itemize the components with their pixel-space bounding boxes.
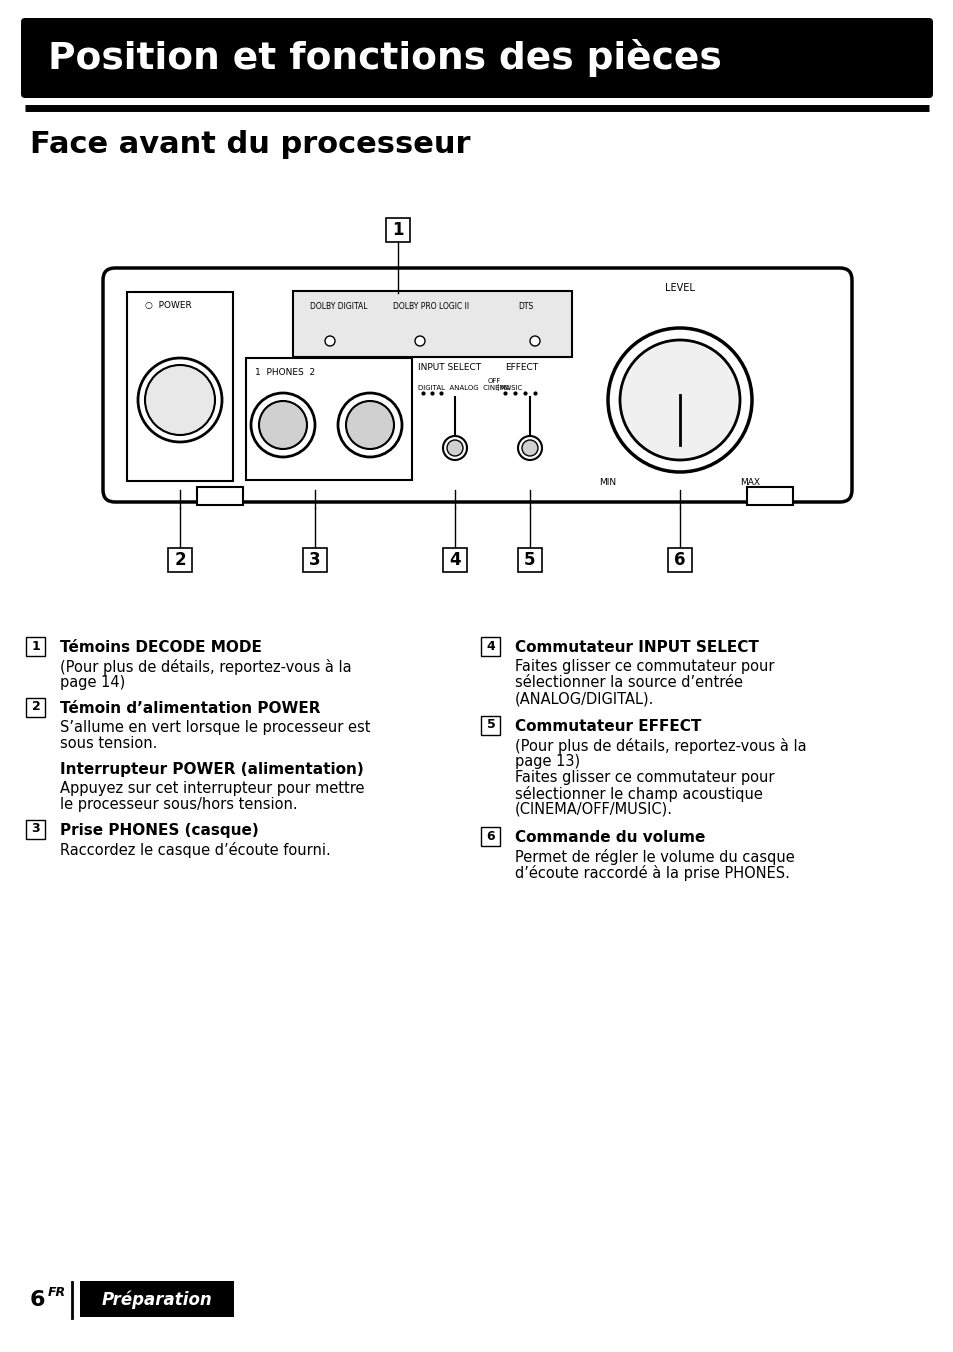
Text: Raccordez le casque d’écoute fourni.: Raccordez le casque d’écoute fourni.	[60, 842, 331, 859]
FancyBboxPatch shape	[27, 819, 46, 838]
FancyBboxPatch shape	[442, 548, 467, 572]
Text: 1  PHONES  2: 1 PHONES 2	[254, 368, 314, 377]
Text: (Pour plus de détails, reportez-vous à la: (Pour plus de détails, reportez-vous à l…	[515, 738, 806, 754]
Circle shape	[607, 329, 751, 472]
Circle shape	[517, 435, 541, 460]
Text: Commutateur EFFECT: Commutateur EFFECT	[515, 719, 700, 734]
Text: DIGITAL  ANALOG  CINEMA: DIGITAL ANALOG CINEMA	[417, 385, 510, 391]
FancyBboxPatch shape	[168, 548, 192, 572]
Text: FR: FR	[48, 1287, 66, 1299]
Text: OFF: OFF	[488, 379, 501, 384]
FancyBboxPatch shape	[127, 292, 233, 481]
Text: (ANALOG/DIGITAL).: (ANALOG/DIGITAL).	[515, 691, 654, 706]
Text: ○  POWER: ○ POWER	[145, 301, 192, 310]
Text: 5: 5	[524, 552, 536, 569]
Circle shape	[415, 337, 424, 346]
Circle shape	[619, 339, 740, 460]
Text: 6: 6	[674, 552, 685, 569]
FancyBboxPatch shape	[21, 18, 932, 97]
Text: sélectionner le champ acoustique: sélectionner le champ acoustique	[515, 786, 762, 802]
Text: (Pour plus de détails, reportez-vous à la: (Pour plus de détails, reportez-vous à l…	[60, 658, 352, 675]
FancyBboxPatch shape	[80, 1280, 233, 1317]
Text: Préparation: Préparation	[102, 1291, 213, 1309]
FancyBboxPatch shape	[303, 548, 327, 572]
Text: 3: 3	[309, 552, 320, 569]
Text: MAX: MAX	[740, 479, 760, 487]
Circle shape	[346, 402, 394, 449]
Circle shape	[325, 337, 335, 346]
Circle shape	[530, 337, 539, 346]
Text: DTS: DTS	[517, 301, 533, 311]
Text: page 13): page 13)	[515, 754, 579, 769]
Text: Permet de régler le volume du casque: Permet de régler le volume du casque	[515, 849, 794, 865]
Text: S’allume en vert lorsque le processeur est: S’allume en vert lorsque le processeur e…	[60, 721, 370, 735]
Circle shape	[258, 402, 307, 449]
Text: MIN: MIN	[598, 479, 616, 487]
FancyBboxPatch shape	[481, 826, 500, 845]
FancyBboxPatch shape	[746, 487, 792, 506]
Text: le processeur sous/hors tension.: le processeur sous/hors tension.	[60, 796, 297, 813]
Text: Témoins DECODE MODE: Témoins DECODE MODE	[60, 639, 262, 654]
Text: 6: 6	[30, 1290, 46, 1310]
Text: page 14): page 14)	[60, 675, 125, 690]
Text: DOLBY DIGITAL: DOLBY DIGITAL	[310, 301, 367, 311]
Text: (CINEMA/OFF/MUSIC).: (CINEMA/OFF/MUSIC).	[515, 802, 672, 817]
Text: LEVEL: LEVEL	[664, 283, 694, 293]
Text: |: |	[496, 384, 497, 391]
Text: sous tension.: sous tension.	[60, 735, 157, 750]
Text: d’écoute raccordé à la prise PHONES.: d’écoute raccordé à la prise PHONES.	[515, 865, 789, 882]
Text: sélectionner la source d’entrée: sélectionner la source d’entrée	[515, 675, 742, 690]
Text: Faites glisser ce commutateur pour: Faites glisser ce commutateur pour	[515, 658, 774, 675]
FancyBboxPatch shape	[293, 291, 572, 357]
Text: INPUT SELECT: INPUT SELECT	[417, 362, 480, 372]
Text: Interrupteur POWER (alimentation): Interrupteur POWER (alimentation)	[60, 763, 363, 777]
Text: Position et fonctions des pièces: Position et fonctions des pièces	[48, 39, 721, 77]
Text: Faites glisser ce commutateur pour: Faites glisser ce commutateur pour	[515, 771, 774, 786]
Text: Face avant du processeur: Face avant du processeur	[30, 130, 470, 160]
Circle shape	[521, 439, 537, 456]
Circle shape	[138, 358, 222, 442]
Circle shape	[337, 393, 401, 457]
Text: MUSIC: MUSIC	[499, 385, 521, 391]
Circle shape	[251, 393, 314, 457]
Text: EFFECT: EFFECT	[504, 362, 537, 372]
Text: DOLBY PRO LOGIC II: DOLBY PRO LOGIC II	[393, 301, 469, 311]
Text: Commande du volume: Commande du volume	[515, 830, 704, 845]
FancyBboxPatch shape	[246, 358, 412, 480]
FancyBboxPatch shape	[27, 698, 46, 717]
FancyBboxPatch shape	[481, 637, 500, 656]
Text: 4: 4	[449, 552, 460, 569]
Text: 3: 3	[31, 822, 40, 836]
Text: 6: 6	[486, 830, 495, 842]
Circle shape	[447, 439, 462, 456]
Text: Témoin d’alimentation POWER: Témoin d’alimentation POWER	[60, 700, 320, 717]
Text: Appuyez sur cet interrupteur pour mettre: Appuyez sur cet interrupteur pour mettre	[60, 781, 364, 796]
FancyBboxPatch shape	[667, 548, 691, 572]
FancyBboxPatch shape	[481, 715, 500, 734]
Text: 2: 2	[174, 552, 186, 569]
Text: Prise PHONES (casque): Prise PHONES (casque)	[60, 823, 258, 838]
FancyBboxPatch shape	[517, 548, 541, 572]
Circle shape	[442, 435, 467, 460]
Text: 1: 1	[392, 220, 403, 239]
FancyBboxPatch shape	[103, 268, 851, 502]
Circle shape	[145, 365, 214, 435]
Text: 4: 4	[486, 639, 495, 653]
Text: 2: 2	[31, 700, 40, 714]
Text: 5: 5	[486, 718, 495, 731]
FancyBboxPatch shape	[27, 637, 46, 656]
Text: 1: 1	[31, 639, 40, 653]
FancyBboxPatch shape	[196, 487, 243, 506]
FancyBboxPatch shape	[386, 218, 410, 242]
Text: Commutateur INPUT SELECT: Commutateur INPUT SELECT	[515, 639, 758, 654]
